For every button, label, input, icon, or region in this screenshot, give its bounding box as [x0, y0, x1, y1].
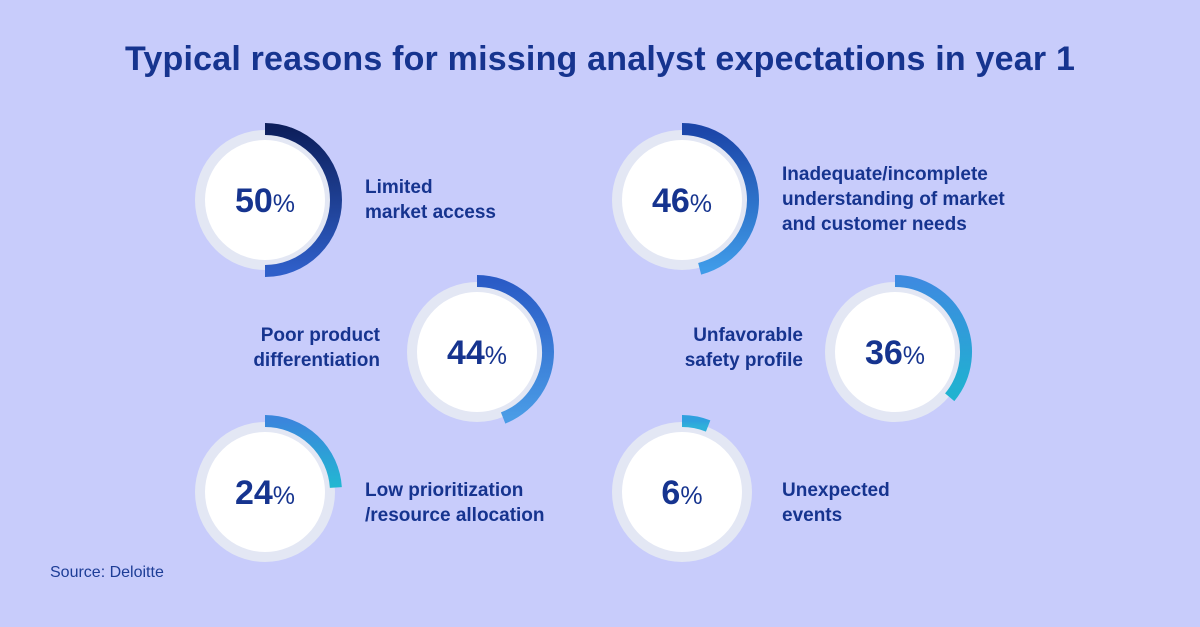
ring-2-inner-circle — [417, 292, 537, 412]
ring-0-inner-circle — [205, 140, 325, 260]
label-limited-market-access: Limited market access — [365, 177, 496, 223]
ring-5-progress-arc — [681, 415, 711, 432]
ring-0-value-label: 50% — [235, 182, 295, 220]
ring-5-value-label: 6% — [661, 474, 702, 512]
ring-3-value-label: 36% — [865, 334, 925, 372]
ring-1-inner-circle — [622, 140, 742, 260]
label-unexpected-events: Unexpected events — [782, 480, 890, 526]
ring-0-progress-arc — [264, 123, 342, 277]
label-inadequate-understanding: Inadequate/incomplete understanding of m… — [782, 164, 1005, 235]
ring-2-value-label: 44% — [447, 334, 507, 372]
label-unfavorable-safety-profile: Unfavorable safety profile — [684, 325, 803, 371]
label-poor-product-differentiation: Poor product differentiation — [253, 325, 380, 371]
ring-3-progress-arc — [894, 275, 972, 402]
ring-5-inner-circle — [622, 432, 742, 552]
ring-3-inner-circle — [835, 292, 955, 412]
ring-4-value-label: 24% — [235, 474, 295, 512]
ring-2-progress-arc — [476, 275, 554, 424]
label-low-prioritization: Low prioritization /resource allocation — [365, 480, 545, 526]
ring-4-inner-circle — [205, 432, 325, 552]
chart-title: Typical reasons for missing analyst expe… — [124, 40, 1076, 78]
ring-1-value-label: 46% — [652, 182, 712, 220]
source-note: Source: Deloitte — [50, 564, 164, 581]
ring-1-progress-arc — [681, 123, 759, 275]
ring-4-progress-arc — [264, 415, 342, 489]
